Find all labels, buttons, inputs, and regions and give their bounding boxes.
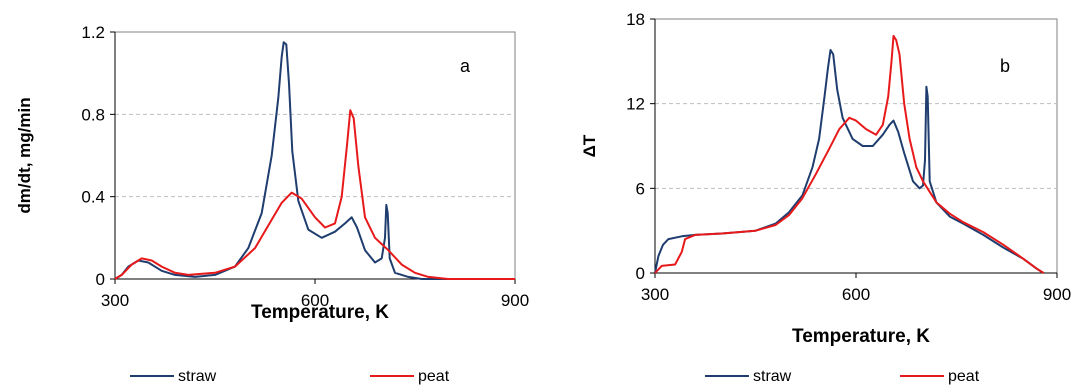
- y-axis-label: ΔT: [580, 134, 599, 157]
- x-tick-label: 600: [301, 291, 329, 310]
- y-tick-label: 0.4: [81, 188, 105, 207]
- series-line-peat: [654, 34, 1045, 274]
- y-tick-label: 0: [636, 264, 645, 283]
- x-tick-label: 300: [641, 285, 669, 304]
- legend-label-peat: peat: [418, 368, 450, 385]
- y-tick-label: 6: [636, 179, 645, 198]
- y-tick-label: 0: [96, 270, 105, 289]
- y-axis-label: dm/dt, mg/min: [15, 97, 34, 213]
- plot-frame: [114, 31, 516, 280]
- y-tick-label: 1.2: [81, 23, 105, 42]
- panel-label: b: [1000, 56, 1010, 76]
- legend-label-straw: straw: [178, 368, 217, 385]
- plot-frame: [654, 18, 1058, 274]
- series-line-straw: [654, 49, 1045, 274]
- y-tick-label: 12: [626, 95, 645, 114]
- x-tick-label: 900: [501, 291, 529, 310]
- x-tick-label: 300: [101, 291, 129, 310]
- series-line-peat: [114, 109, 515, 280]
- legend-label-straw: straw: [753, 368, 792, 385]
- y-tick-label: 0.8: [81, 105, 105, 124]
- series-line-straw: [114, 41, 515, 280]
- legend-label-peat: peat: [948, 368, 980, 385]
- chart-panel-a: 0 0.4 0.8 1.2 300 600 900 Temperature, K dm/dt, …: [15, 23, 529, 385]
- chart-panel-b: 0 6 12 18 300 600 900 Temperature, K ΔT b straw pea…: [580, 10, 1071, 385]
- x-tick-label: 600: [842, 285, 870, 304]
- x-tick-label: 900: [1043, 285, 1071, 304]
- x-axis-label: Temperature, K: [251, 302, 389, 323]
- x-axis-label: Temperature, K: [792, 326, 930, 347]
- y-tick-label: 18: [626, 10, 645, 29]
- panel-label: a: [460, 56, 471, 76]
